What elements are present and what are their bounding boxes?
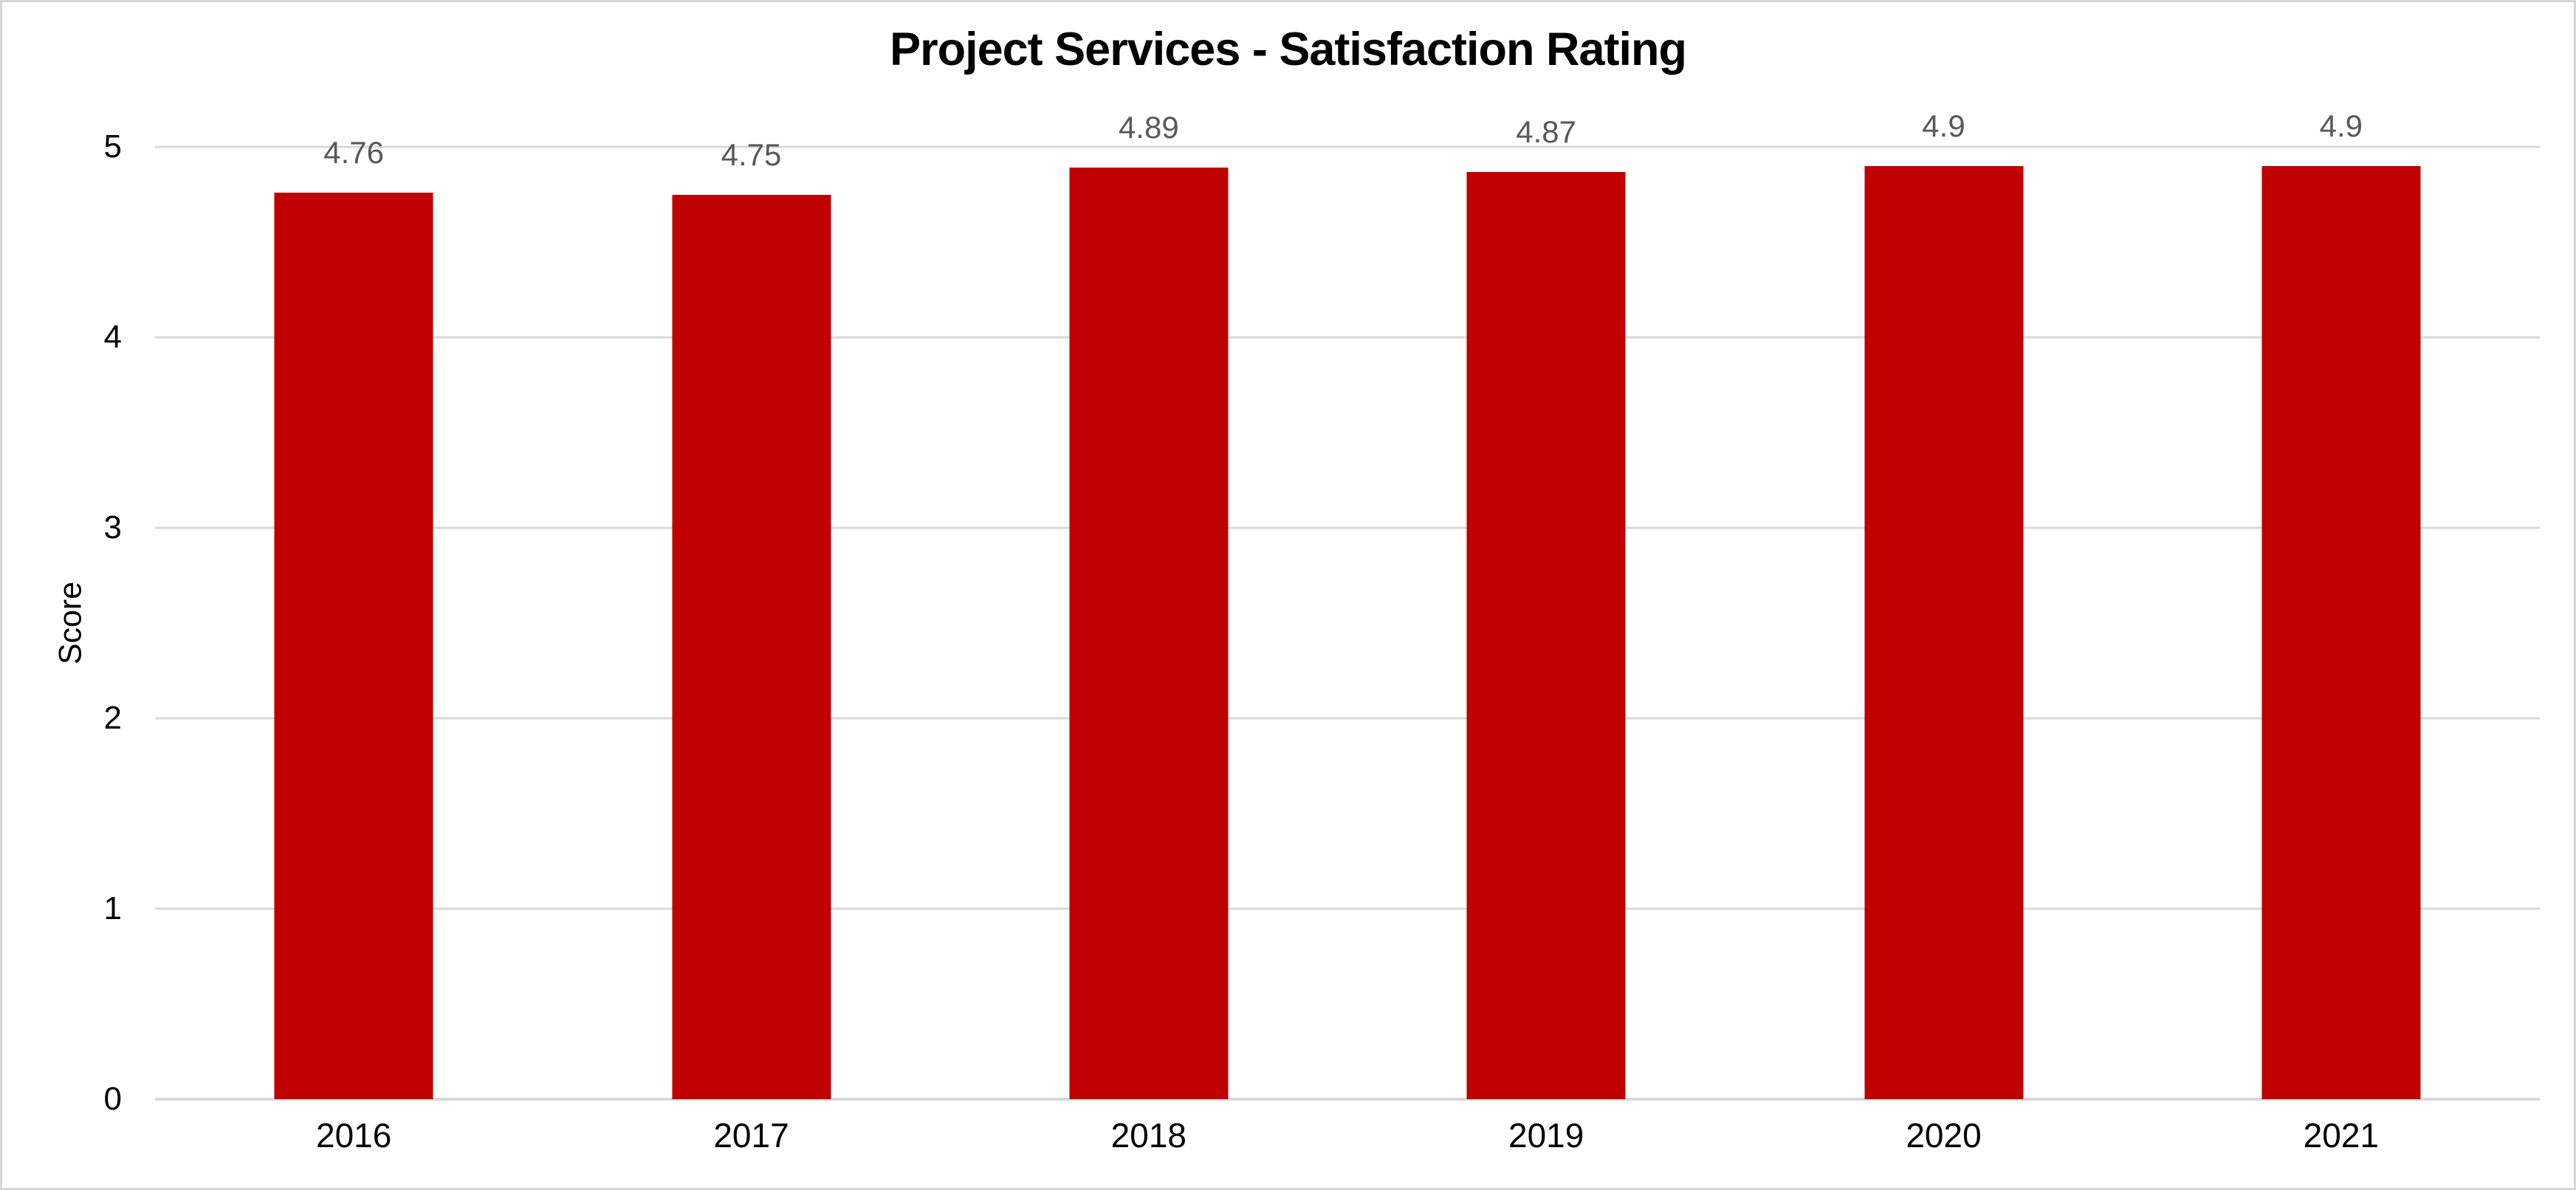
y-tick-label: 5 (103, 128, 122, 165)
x-tick-label: 2018 (1110, 1116, 1186, 1155)
y-tick-label: 4 (103, 319, 122, 355)
x-tick-label: 2017 (713, 1116, 789, 1155)
bar (274, 192, 433, 1099)
x-axis-line (155, 1098, 2540, 1101)
bar (2261, 165, 2421, 1099)
x-tick-label: 2020 (1906, 1116, 1982, 1155)
plot-area: 0 1 2 3 4 5 4.76 2016 4.75 2017 4.89 2018 4.87 2019 4.… (104, 109, 2540, 1155)
bar-value-label: 4.76 (323, 134, 385, 170)
bar-value-label: 4.9 (2319, 108, 2363, 143)
bar-value-label: 4.9 (1922, 108, 1965, 143)
bar (672, 194, 831, 1099)
y-axis-title: Score (52, 581, 89, 665)
bar (1864, 165, 2023, 1099)
gridline (155, 526, 2540, 529)
gridline (155, 907, 2540, 910)
gridline (155, 717, 2540, 720)
bar-value-label: 4.75 (721, 137, 782, 172)
x-tick-label: 2016 (315, 1116, 392, 1155)
y-tick-label: 2 (103, 700, 122, 736)
bar-value-label: 4.87 (1516, 114, 1577, 149)
gridline (155, 336, 2540, 339)
bar (1466, 171, 1626, 1099)
x-tick-label: 2021 (2303, 1116, 2379, 1155)
bar-value-label: 4.89 (1118, 110, 1179, 145)
gridline (155, 145, 2540, 148)
x-tick-label: 2019 (1508, 1116, 1584, 1155)
chart-title: Project Services - Satisfaction Rating (890, 24, 1687, 75)
bar (1069, 168, 1229, 1099)
y-tick-label: 0 (103, 1081, 122, 1117)
y-tick-label: 1 (103, 890, 122, 926)
y-tick-label: 3 (103, 509, 122, 546)
